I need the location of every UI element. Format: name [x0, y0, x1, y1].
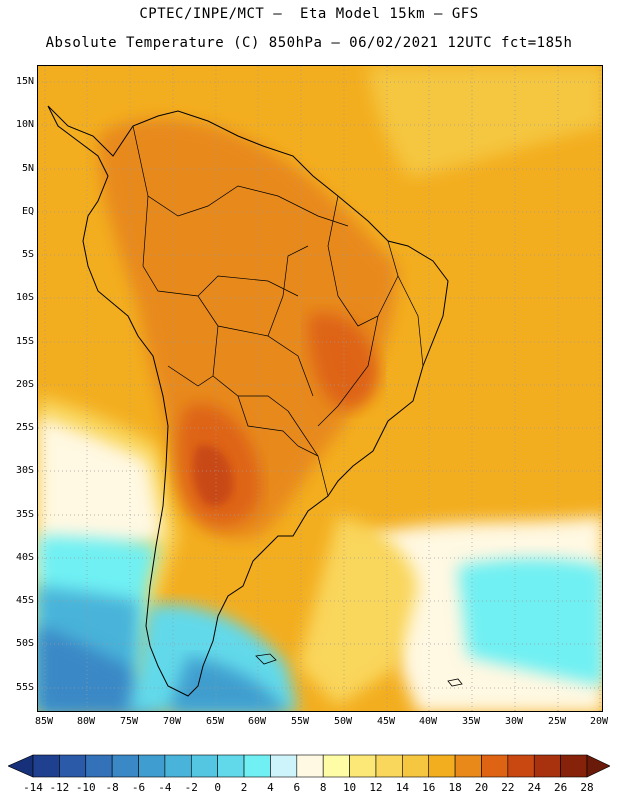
lon-label: 25W: [547, 716, 567, 727]
colorbar-cell: [428, 754, 456, 778]
colorbar-label: 14: [395, 781, 409, 794]
lon-label: 45W: [376, 716, 396, 727]
lat-label: 15S: [15, 336, 34, 347]
lat-label: 30S: [15, 465, 34, 476]
lat-label: 35S: [15, 509, 34, 520]
colorbar-label: -10: [75, 781, 96, 794]
colorbar-cell: [217, 754, 245, 778]
lat-label: 10S: [15, 292, 34, 303]
colorbar-cell: [59, 754, 87, 778]
lon-label: 30W: [504, 716, 524, 727]
colorbar-label: 20: [474, 781, 489, 794]
colorbar-cell: [138, 754, 166, 778]
lat-label: 5S: [21, 249, 34, 260]
colorbar-label: 22: [501, 781, 515, 794]
colorbar-label: -14: [23, 781, 43, 794]
colorbar-cell: [454, 754, 482, 778]
country-borders: [132, 125, 424, 497]
colorbar-label: 6: [293, 781, 301, 794]
lat-label: 20S: [15, 379, 34, 390]
temperature-field: [38, 66, 602, 711]
colorbar-label: -2: [184, 781, 198, 794]
colorbar-label: 10: [342, 781, 357, 794]
colorbar-cell: [270, 754, 298, 778]
colorbar-label: -4: [158, 781, 172, 794]
lat-label: 50S: [15, 638, 34, 649]
colorbar-cell: [560, 754, 588, 778]
colorbar-cell: [32, 754, 60, 778]
lon-label: 50W: [333, 716, 353, 727]
colorbar-cell: [322, 754, 350, 778]
lon-label: 60W: [247, 716, 267, 727]
colorbar-label: -12: [49, 781, 70, 794]
map-title-line1: CPTEC/INPE/MCT – Eta Model 15km – GFS: [139, 6, 479, 22]
colorbar-cell: [296, 754, 324, 778]
colorbar-label: 4: [267, 781, 274, 794]
lon-label: 70W: [162, 716, 182, 727]
colorbar-cell: [402, 754, 430, 778]
colorbar-end-left: [8, 754, 34, 778]
lat-label: 40S: [15, 552, 34, 563]
colorbar-cell: [190, 754, 218, 778]
colorbar-label: -6: [131, 781, 146, 794]
colorbar-cell: [164, 754, 192, 778]
temperature-colorbar: [8, 754, 610, 778]
colorbar-cell: [481, 754, 509, 778]
continent-outline: [47, 105, 449, 697]
colorbar-cell: [533, 754, 561, 778]
colorbar-cell: [375, 754, 403, 778]
lat-label: 5N: [21, 163, 34, 174]
lat-label: 10N: [15, 119, 34, 130]
lat-label: 25S: [15, 422, 34, 433]
colorbar-label: 18: [448, 781, 462, 794]
lon-label: 75W: [119, 716, 139, 727]
lat-label: 45S: [15, 595, 34, 606]
colorbar-label: 26: [553, 781, 568, 794]
colorbar-cell: [507, 754, 535, 778]
map-title-line2: Absolute Temperature (C) 850hPa – 06/02/…: [45, 35, 573, 51]
lon-label: 85W: [34, 716, 54, 727]
lat-label: 15N: [15, 76, 34, 87]
lon-label: 55W: [290, 716, 310, 727]
lon-label: 20W: [589, 716, 609, 727]
temperature-map: [37, 65, 603, 712]
colorbar-label: 8: [319, 781, 327, 794]
colorbar-end-right: [586, 754, 610, 778]
lon-label: 40W: [418, 716, 438, 727]
lon-label: 80W: [76, 716, 96, 727]
lon-label: 65W: [205, 716, 225, 727]
colorbar-label: 0: [214, 781, 221, 794]
colorbar-cell: [85, 754, 113, 778]
colorbar-label: -8: [105, 781, 119, 794]
lat-label: 55S: [15, 682, 34, 693]
lon-label: 35W: [461, 716, 481, 727]
colorbar-label: 24: [527, 781, 541, 794]
colorbar-label: 12: [369, 781, 383, 794]
colorbar-label: 16: [422, 781, 436, 794]
lat-label: EQ: [21, 206, 34, 217]
colorbar-cell: [243, 754, 271, 778]
colorbar-label: 28: [580, 781, 594, 794]
colorbar-cell: [349, 754, 377, 778]
colorbar-label: 2: [240, 781, 248, 794]
colorbar-cell: [111, 754, 139, 778]
